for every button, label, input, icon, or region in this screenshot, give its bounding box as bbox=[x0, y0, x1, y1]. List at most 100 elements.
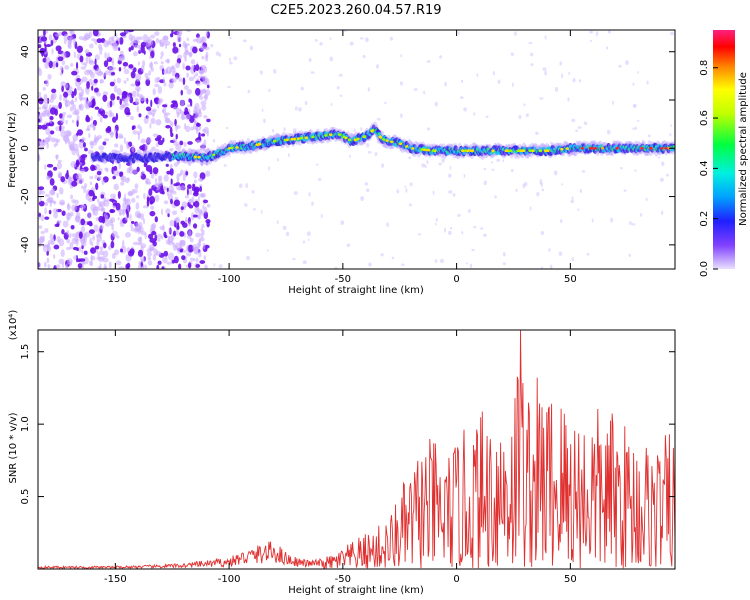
spectrogram-cell bbox=[447, 230, 452, 235]
spectrogram-cell bbox=[185, 219, 189, 223]
spectrogram-cell bbox=[64, 130, 71, 137]
spectrogram-cell bbox=[320, 214, 323, 218]
spectrogram-cell bbox=[122, 201, 127, 210]
x-tick-label: 50 bbox=[564, 274, 577, 285]
spectrogram-cell bbox=[55, 154, 58, 161]
spectrogram-cell bbox=[136, 166, 140, 172]
spectrogram-cell bbox=[118, 266, 125, 269]
colorbar-gradient bbox=[713, 30, 735, 269]
spectrogram-cell bbox=[549, 264, 553, 269]
spectrogram-cell bbox=[202, 76, 206, 82]
spectrogram-cell bbox=[483, 180, 487, 186]
spectrogram-cell bbox=[185, 30, 192, 33]
spectrogram-cell bbox=[196, 36, 202, 44]
spectrogram-hotspot bbox=[466, 149, 470, 153]
spectrogram-cell bbox=[540, 266, 544, 269]
spectrogram-cell bbox=[110, 72, 116, 76]
spectrogram-cell bbox=[147, 255, 152, 261]
spectrogram-cell bbox=[139, 126, 143, 135]
spectrogram-cell bbox=[175, 76, 179, 81]
spectrogram-cell bbox=[69, 241, 74, 249]
spectrogram-cell bbox=[112, 41, 116, 48]
spectrogram-cell bbox=[49, 130, 55, 135]
spectrogram-cell bbox=[193, 74, 196, 79]
spectrogram-cell bbox=[153, 183, 159, 188]
spectrogram-cell bbox=[161, 236, 164, 240]
spectrogram-cell bbox=[134, 183, 139, 190]
spectrogram-cell bbox=[142, 205, 149, 209]
spectrogram-cell bbox=[109, 100, 113, 108]
spectrogram-cell bbox=[548, 248, 551, 252]
spectrogram-cell bbox=[77, 246, 82, 252]
spectrogram-cell bbox=[461, 230, 464, 235]
spectrogram-cell bbox=[130, 227, 137, 232]
spectrogram-cell bbox=[126, 112, 131, 116]
spectrogram-cell bbox=[63, 33, 70, 42]
spectrogram-cell bbox=[76, 129, 84, 136]
spectrogram-hotspot bbox=[227, 146, 232, 150]
spectrogram-cell bbox=[73, 143, 79, 152]
spectrogram-cell bbox=[119, 144, 124, 153]
spectrogram-cell bbox=[203, 126, 209, 134]
spectrogram-cell bbox=[157, 238, 161, 242]
spectrogram-cell bbox=[98, 202, 103, 208]
spectrogram-cell bbox=[197, 213, 201, 220]
spectrogram-cell bbox=[195, 232, 201, 238]
spectrogram-cell bbox=[447, 173, 452, 178]
spectrogram-cell bbox=[109, 112, 115, 117]
spectrogram-cell bbox=[56, 220, 62, 224]
spectrogram-cell bbox=[38, 91, 42, 97]
spectrogram-cell bbox=[39, 196, 42, 203]
spectrogram-cell bbox=[384, 101, 387, 105]
spectrogram-cell bbox=[192, 46, 198, 54]
spectrogram-cell bbox=[276, 158, 280, 162]
spectrogram-cell bbox=[148, 188, 153, 196]
spectrogram-cell bbox=[92, 206, 99, 211]
spectrogram-cell bbox=[199, 260, 206, 264]
spectrogram-cell bbox=[308, 192, 311, 197]
spectrogram-cell bbox=[187, 244, 194, 253]
spectrogram-cell bbox=[51, 48, 54, 55]
spectrogram-cell bbox=[589, 30, 593, 34]
spectrogram-cell bbox=[184, 195, 190, 199]
spectrogram-cell bbox=[47, 264, 51, 269]
spectrogram-cell bbox=[144, 72, 149, 79]
spectrogram-x-ticks: -150 -100 -50 0 50 bbox=[104, 30, 577, 285]
spectrogram-hotspot bbox=[329, 133, 333, 137]
spectrogram-cell bbox=[98, 256, 104, 263]
spectrogram-cell bbox=[95, 182, 99, 191]
spectrogram-cell bbox=[180, 206, 184, 211]
spectrogram-cell bbox=[146, 115, 150, 120]
spectrogram-cell bbox=[200, 133, 206, 137]
spectrogram-cell bbox=[93, 65, 98, 70]
spectrogram-cell bbox=[150, 66, 154, 72]
spectrogram-cell bbox=[177, 247, 180, 252]
spectrogram-cell bbox=[88, 260, 93, 266]
spectrogram-cell bbox=[362, 54, 366, 59]
spectrogram-cell bbox=[66, 114, 73, 119]
spectrogram-cell bbox=[71, 90, 75, 99]
spectrogram-cell bbox=[308, 58, 312, 62]
spectrogram-cell bbox=[461, 79, 464, 84]
spectrogram-cell bbox=[572, 78, 576, 83]
spectrogram-cell bbox=[200, 45, 205, 51]
spectrogram-cell bbox=[167, 252, 175, 261]
spectrogram-cell bbox=[151, 230, 157, 236]
spectrogram-hotspot bbox=[565, 147, 569, 150]
spectrogram-cell bbox=[150, 117, 156, 124]
spectrogram-cell bbox=[485, 115, 489, 119]
spectrogram-cell bbox=[660, 210, 664, 216]
spectrogram-cell bbox=[93, 78, 98, 84]
spectrogram-hotspot bbox=[370, 129, 374, 133]
spectrogram-cell bbox=[129, 161, 132, 168]
colorbar-tick-label: 0.0 bbox=[699, 261, 710, 277]
spectrogram-cell bbox=[87, 221, 90, 226]
spectrogram-cell bbox=[449, 226, 453, 230]
spectrogram-cell bbox=[72, 38, 76, 46]
spectrogram-cell bbox=[434, 259, 438, 263]
spectrogram-cell bbox=[110, 132, 114, 138]
spectrogram-cell bbox=[76, 75, 80, 79]
spectrogram-hotspot bbox=[463, 149, 467, 153]
spectrogram-frame bbox=[37, 29, 676, 270]
spectrogram-cell bbox=[130, 115, 134, 121]
